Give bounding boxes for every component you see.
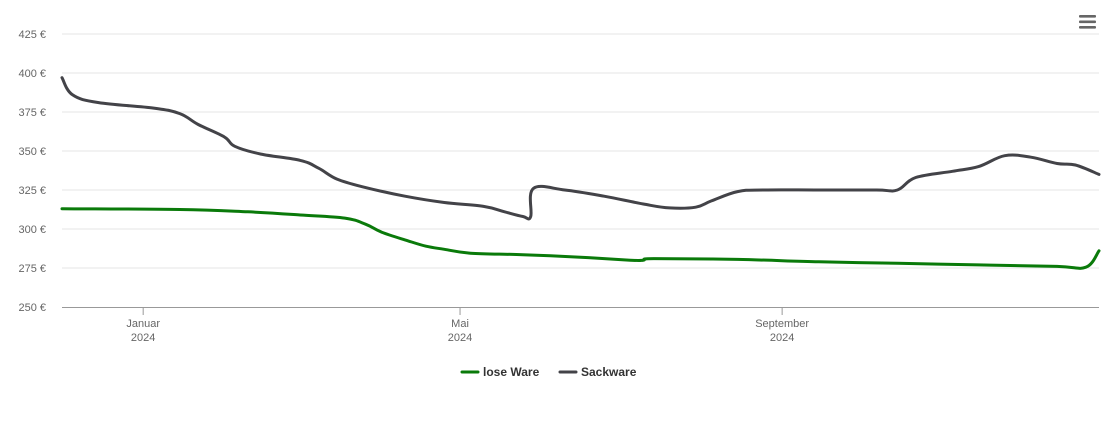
legend-item[interactable]: Sackware — [558, 365, 637, 379]
y-tick-label: 350 € — [18, 146, 46, 158]
y-tick-label: 275 € — [18, 263, 46, 275]
series-line-1[interactable] — [60, 207, 1101, 270]
legend-label: lose Ware — [483, 365, 540, 379]
x-axis: Januar 2024 Mai 2024 September 2024 — [62, 307, 1099, 344]
grid-lines — [62, 33, 1099, 269]
legend-label: Sackware — [581, 365, 637, 379]
x-tick-label: Januar 2024 — [126, 318, 160, 344]
x-tick-label: Mai 2024 — [448, 318, 472, 344]
y-tick-label: 325 € — [18, 185, 46, 197]
legend-item[interactable]: lose Ware — [460, 365, 540, 379]
y-tick-label: 375 € — [18, 107, 46, 119]
y-axis: 250 € 275 € 300 € 325 € 350 € 375 € 400 € 425 € — [18, 29, 46, 314]
series-layer — [60, 76, 1101, 270]
legend: lose Ware Sackware — [460, 365, 637, 379]
y-tick-label: 400 € — [18, 68, 46, 80]
y-tick-label: 250 € — [18, 302, 46, 314]
y-tick-label: 425 € — [18, 29, 46, 41]
series-line-2[interactable] — [60, 76, 1101, 221]
y-tick-label: 300 € — [18, 224, 46, 236]
hamburger-menu-icon[interactable] — [1076, 11, 1100, 33]
x-tick-label: September 2024 — [755, 318, 809, 344]
